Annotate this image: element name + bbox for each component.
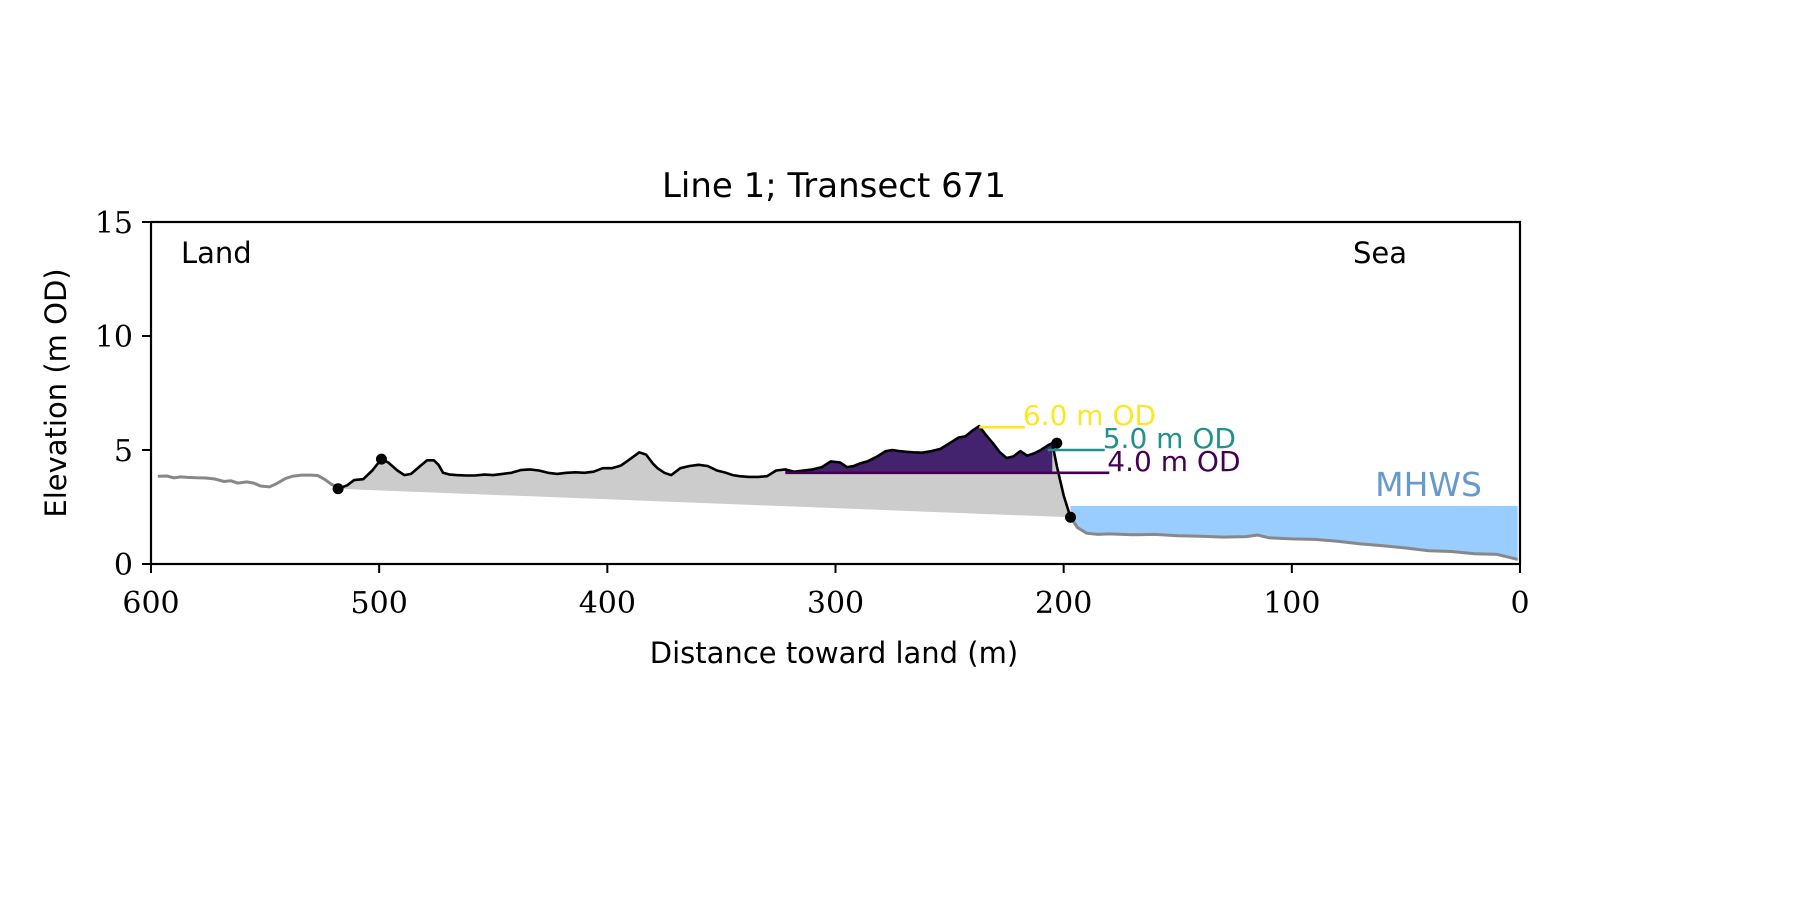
mhws-label: MHWS [1375, 465, 1482, 504]
x-tick-label: 200 [1035, 586, 1092, 621]
od-level-label: 6.0 m OD [1023, 399, 1156, 432]
key-point-marker [1065, 511, 1077, 523]
x-tick-label: 100 [1263, 586, 1320, 621]
x-tick-label: 600 [122, 586, 179, 621]
y-axis-label: Elevation (m OD) [39, 268, 73, 517]
plot-labels: 6.0 m OD5.0 m OD4.0 m OD MHWS [1023, 399, 1482, 504]
volume-fill-4m [785, 426, 1053, 473]
od-level-label: 4.0 m OD [1107, 445, 1240, 478]
profile-sea-line [1069, 516, 1519, 561]
x-axis-label: Distance toward land (m) [650, 636, 1018, 670]
chart-title-group: Line 1; Transect 671 [662, 166, 1006, 206]
x-tick-label: 500 [351, 586, 408, 621]
y-tick-label: 0 [114, 548, 133, 583]
x-tick-label: 400 [579, 586, 636, 621]
x-tick-label: 300 [807, 586, 864, 621]
y-tick-label: 5 [114, 434, 133, 469]
plot-points [332, 437, 1077, 523]
dune-area [338, 426, 1071, 518]
key-point-marker [332, 483, 344, 495]
x-axis: 600 500 400 300 200 100 0 [122, 564, 1530, 621]
y-axis: 0 5 10 15 [95, 206, 151, 583]
y-tick-label: 10 [95, 320, 133, 355]
mhws-water-area [1070, 505, 1518, 560]
plot-fills [338, 426, 1518, 560]
y-tick-label: 15 [95, 206, 133, 241]
chart-title: Line 1; Transect 671 [662, 166, 1006, 206]
profile-dune-line [337, 424, 1072, 518]
profile-outer-line [157, 473, 339, 489]
plot-lines [157, 424, 1519, 561]
od-level-label: 5.0 m OD [1103, 422, 1236, 455]
x-tick-label: 0 [1510, 586, 1529, 621]
land-label: Land [181, 236, 252, 270]
key-point-marker [375, 453, 387, 465]
key-point-marker [1051, 437, 1063, 449]
sea-label: Sea [1353, 236, 1407, 270]
